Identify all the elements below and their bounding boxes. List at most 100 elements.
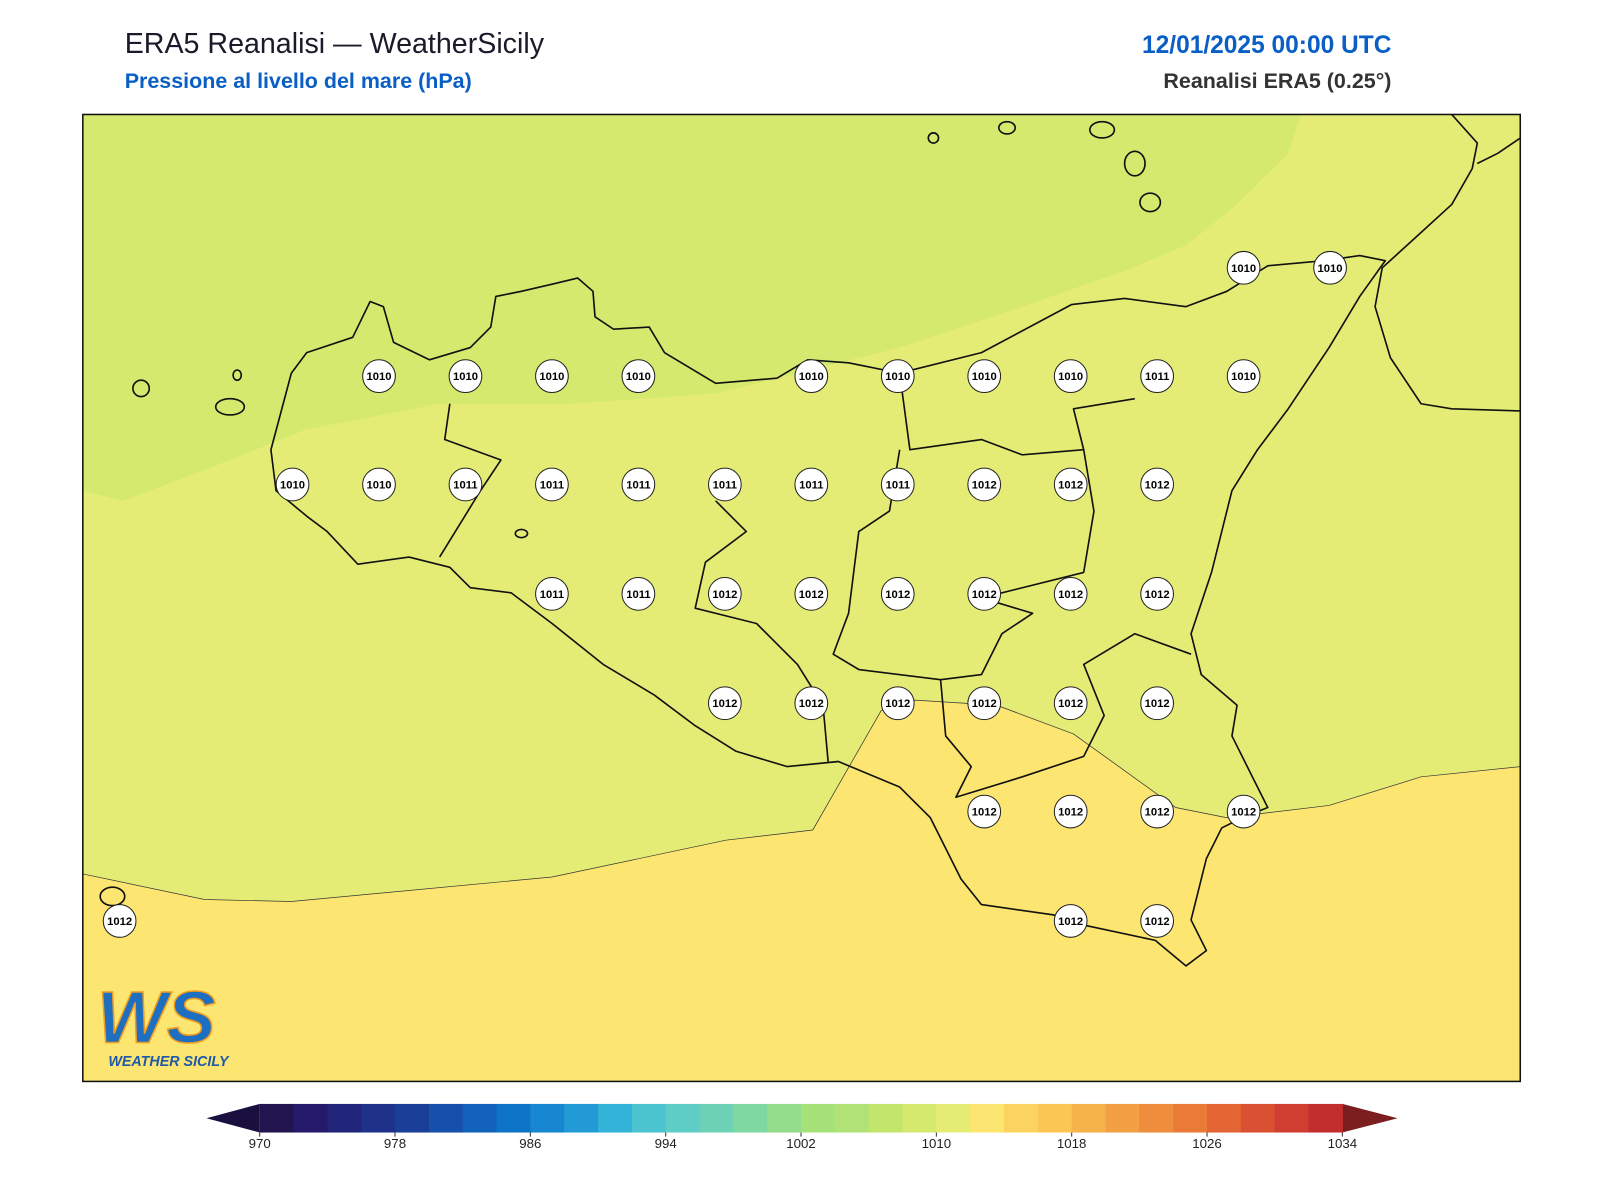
colorbar-segment bbox=[1071, 1103, 1107, 1133]
colorbar-segment bbox=[1139, 1103, 1174, 1133]
colorbar-tick-label: 1034 bbox=[1328, 1136, 1358, 1151]
colorbar-tick-label: 1002 bbox=[786, 1136, 816, 1151]
station-marker bbox=[1140, 904, 1175, 938]
station-value: 1012 bbox=[972, 589, 997, 601]
colorbar-extend bbox=[1342, 1103, 1398, 1133]
station-value: 1012 bbox=[1058, 807, 1083, 819]
station-value: 1010 bbox=[280, 479, 305, 491]
province-border bbox=[438, 403, 502, 558]
coastline bbox=[1374, 114, 1521, 412]
station-marker bbox=[362, 359, 396, 394]
station-value: 1012 bbox=[799, 698, 824, 710]
station-marker bbox=[707, 467, 742, 502]
station-marker bbox=[1226, 250, 1261, 285]
colorbar-segment bbox=[395, 1103, 430, 1133]
station-marker bbox=[621, 577, 656, 611]
station-marker bbox=[880, 467, 915, 502]
station-value: 1012 bbox=[1145, 589, 1170, 601]
station-marker bbox=[967, 577, 1002, 611]
colorbar-tick-label: 986 bbox=[519, 1136, 541, 1151]
station-value: 1012 bbox=[1145, 916, 1170, 928]
station-marker bbox=[535, 467, 569, 502]
station-marker bbox=[535, 577, 569, 611]
colorbar-segment bbox=[868, 1103, 904, 1133]
colorbar-tick-label: 1026 bbox=[1192, 1136, 1222, 1151]
colorbar-segment bbox=[1105, 1103, 1140, 1133]
station-marker bbox=[967, 359, 1002, 394]
colorbar-segment bbox=[699, 1103, 734, 1133]
province-border bbox=[939, 632, 1192, 799]
pressure-band bbox=[82, 114, 1301, 501]
station-value: 1010 bbox=[626, 371, 651, 383]
colorbar-segment bbox=[902, 1103, 937, 1133]
station-marker bbox=[1140, 577, 1175, 611]
colorbar-tick-label: 994 bbox=[655, 1136, 677, 1151]
station-value: 1011 bbox=[626, 589, 650, 601]
station-marker bbox=[1053, 794, 1088, 829]
station-marker bbox=[794, 359, 829, 394]
logo-mark: WS bbox=[97, 976, 216, 1059]
colorbar-segment bbox=[1308, 1103, 1343, 1133]
station-value: 1012 bbox=[885, 698, 910, 710]
station-marker bbox=[1053, 904, 1088, 938]
station-value: 1011 bbox=[540, 479, 564, 491]
station-value: 1012 bbox=[972, 698, 997, 710]
colorbar-tick-label: 1010 bbox=[922, 1136, 952, 1151]
station-value: 1010 bbox=[799, 371, 824, 383]
colorbar-segment bbox=[496, 1103, 531, 1133]
station-marker bbox=[880, 577, 915, 611]
station-marker bbox=[1226, 359, 1261, 394]
colorbar-segment bbox=[1004, 1103, 1039, 1133]
map-frame bbox=[82, 113, 1522, 1083]
colorbar-tick-label: 970 bbox=[249, 1136, 271, 1151]
colorbar-segment bbox=[530, 1103, 565, 1133]
station-marker bbox=[535, 359, 569, 394]
colorbar-segment bbox=[1173, 1103, 1208, 1133]
station-value: 1011 bbox=[453, 479, 477, 491]
pressure-band bbox=[82, 699, 1521, 1082]
logo-name: WEATHER SICILY bbox=[108, 1054, 230, 1070]
station-marker bbox=[1053, 577, 1088, 611]
logo: WS WEATHER SICILY bbox=[96, 975, 230, 1070]
station-value: 1012 bbox=[972, 479, 997, 491]
station-marker bbox=[1053, 359, 1088, 394]
station-marker bbox=[794, 577, 829, 611]
station-value: 1010 bbox=[1231, 371, 1256, 383]
station-value: 1012 bbox=[1231, 807, 1256, 819]
province-border bbox=[832, 449, 1095, 681]
station-marker bbox=[102, 904, 137, 938]
colorbar-segment bbox=[801, 1103, 836, 1133]
colorbar-segment bbox=[361, 1103, 396, 1133]
station-marker bbox=[880, 686, 915, 721]
station-value: 1010 bbox=[453, 371, 478, 383]
station-marker bbox=[621, 359, 656, 394]
station-value: 1010 bbox=[539, 371, 564, 383]
station-value: 1012 bbox=[1145, 698, 1170, 710]
station-marker bbox=[1053, 686, 1088, 721]
station-value: 1010 bbox=[1318, 263, 1343, 275]
colorbar-segment bbox=[259, 1103, 295, 1133]
station-marker bbox=[448, 359, 483, 394]
station-value: 1010 bbox=[972, 371, 997, 383]
station-value: 1011 bbox=[626, 479, 650, 491]
datetime: 12/01/2025 00:00 UTC bbox=[1142, 32, 1392, 59]
colorbar-segment bbox=[767, 1103, 802, 1133]
colorbar: 970 978 986 994 1002 1010 1018 1026 1034 bbox=[206, 1103, 1398, 1151]
province-border bbox=[898, 372, 1135, 456]
station-value: 1010 bbox=[1231, 263, 1256, 275]
station-marker bbox=[362, 467, 396, 502]
station-marker bbox=[967, 686, 1002, 721]
station-marker bbox=[707, 686, 742, 721]
title: ERA5 Reanalisi — WeatherSicily bbox=[125, 28, 545, 60]
station-value: 1012 bbox=[885, 589, 910, 601]
colorbar-segment bbox=[1240, 1103, 1276, 1133]
station-value: 1012 bbox=[1058, 698, 1083, 710]
map: 1010 1010 1010 1010 1010 1010 1010 1010 1010 1010… bbox=[82, 113, 1522, 1083]
colorbar-segment bbox=[970, 1103, 1005, 1133]
station-value: 1011 bbox=[713, 479, 737, 491]
colorbar-extend bbox=[206, 1103, 260, 1133]
station-value: 1012 bbox=[1058, 479, 1083, 491]
station-marker bbox=[1140, 686, 1175, 721]
colorbar-segment bbox=[598, 1103, 633, 1133]
colorbar-segment bbox=[462, 1103, 498, 1133]
